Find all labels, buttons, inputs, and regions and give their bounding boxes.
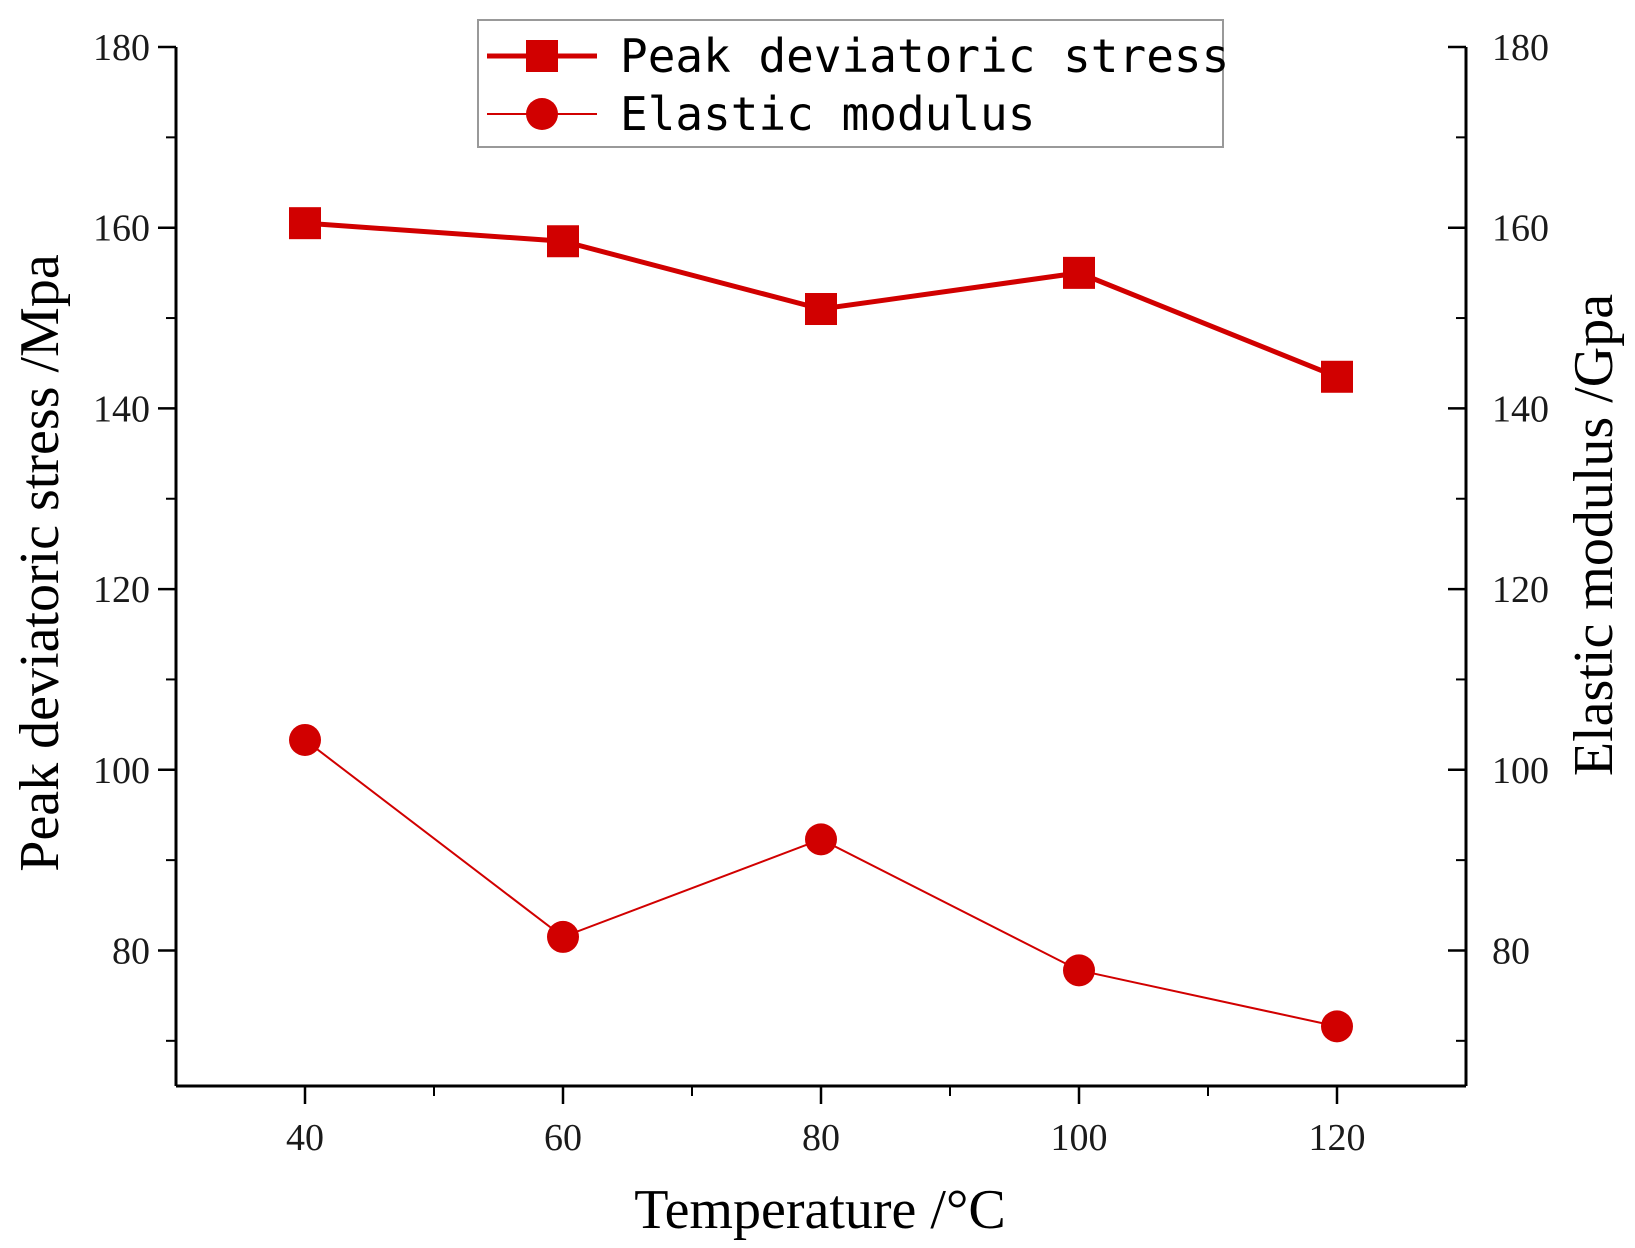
peak-deviatoric-stress-point: [289, 207, 321, 240]
x-tick-label: 40: [286, 1117, 324, 1159]
left-y-axis-title: Peak deviatoric stress /Mpa: [9, 254, 71, 872]
elastic-modulus-point: [289, 723, 321, 756]
peak-deviatoric-stress-point: [1321, 360, 1353, 393]
legend-label-elastic-modulus: Elastic modulus: [620, 87, 1035, 141]
elastic-modulus-point: [805, 823, 837, 856]
right-y-tick-label: 160: [1492, 208, 1549, 250]
x-tick-label: 60: [544, 1117, 582, 1159]
elastic-modulus-point: [547, 920, 579, 953]
legend: Peak deviatoric stress Elastic modulus: [477, 19, 1229, 148]
right-y-tick-label: 140: [1492, 388, 1549, 430]
axes: [174, 47, 1468, 1088]
left-y-tick-label: 180: [93, 27, 150, 69]
left-y-tick-label: 80: [112, 930, 150, 972]
left-y-tick-label: 100: [93, 750, 150, 792]
x-tick-label: 100: [1051, 1117, 1108, 1159]
x-axis-title: Temperature /°C: [634, 1179, 1005, 1241]
x-tick-label: 80: [802, 1117, 840, 1159]
right-y-tick-label: 80: [1492, 930, 1530, 972]
elastic-modulus-point: [1321, 1010, 1353, 1043]
elastic-modulus-line: [304, 739, 1338, 1028]
series-layer: [289, 207, 1353, 1043]
left-y-tick-label: 120: [93, 569, 150, 611]
peak-deviatoric-stress-point: [1063, 256, 1095, 289]
right-y-tick-label: 180: [1492, 27, 1549, 69]
right-y-axis-title: Elastic modulus /Gpa: [1563, 294, 1625, 776]
left-y-tick-label: 140: [93, 388, 150, 430]
legend-circle-marker-icon: [526, 98, 558, 130]
peak-deviatoric-stress-point: [547, 225, 579, 258]
legend-square-marker-icon: [526, 40, 558, 72]
elastic-modulus-point: [1063, 954, 1095, 987]
right-y-tick-label: 120: [1492, 569, 1549, 611]
peak-deviatoric-stress-point: [805, 293, 837, 326]
legend-box: [477, 19, 1224, 148]
left-y-tick-label: 160: [93, 208, 150, 250]
right-y-tick-label: 100: [1492, 750, 1549, 792]
legend-label-peak-stress: Peak deviatoric stress: [620, 29, 1229, 83]
ticks: 40 60 80 100 120 80 100 120 140 160 180 80 100 120 140…: [93, 27, 1549, 1159]
x-tick-label: 120: [1309, 1117, 1366, 1159]
